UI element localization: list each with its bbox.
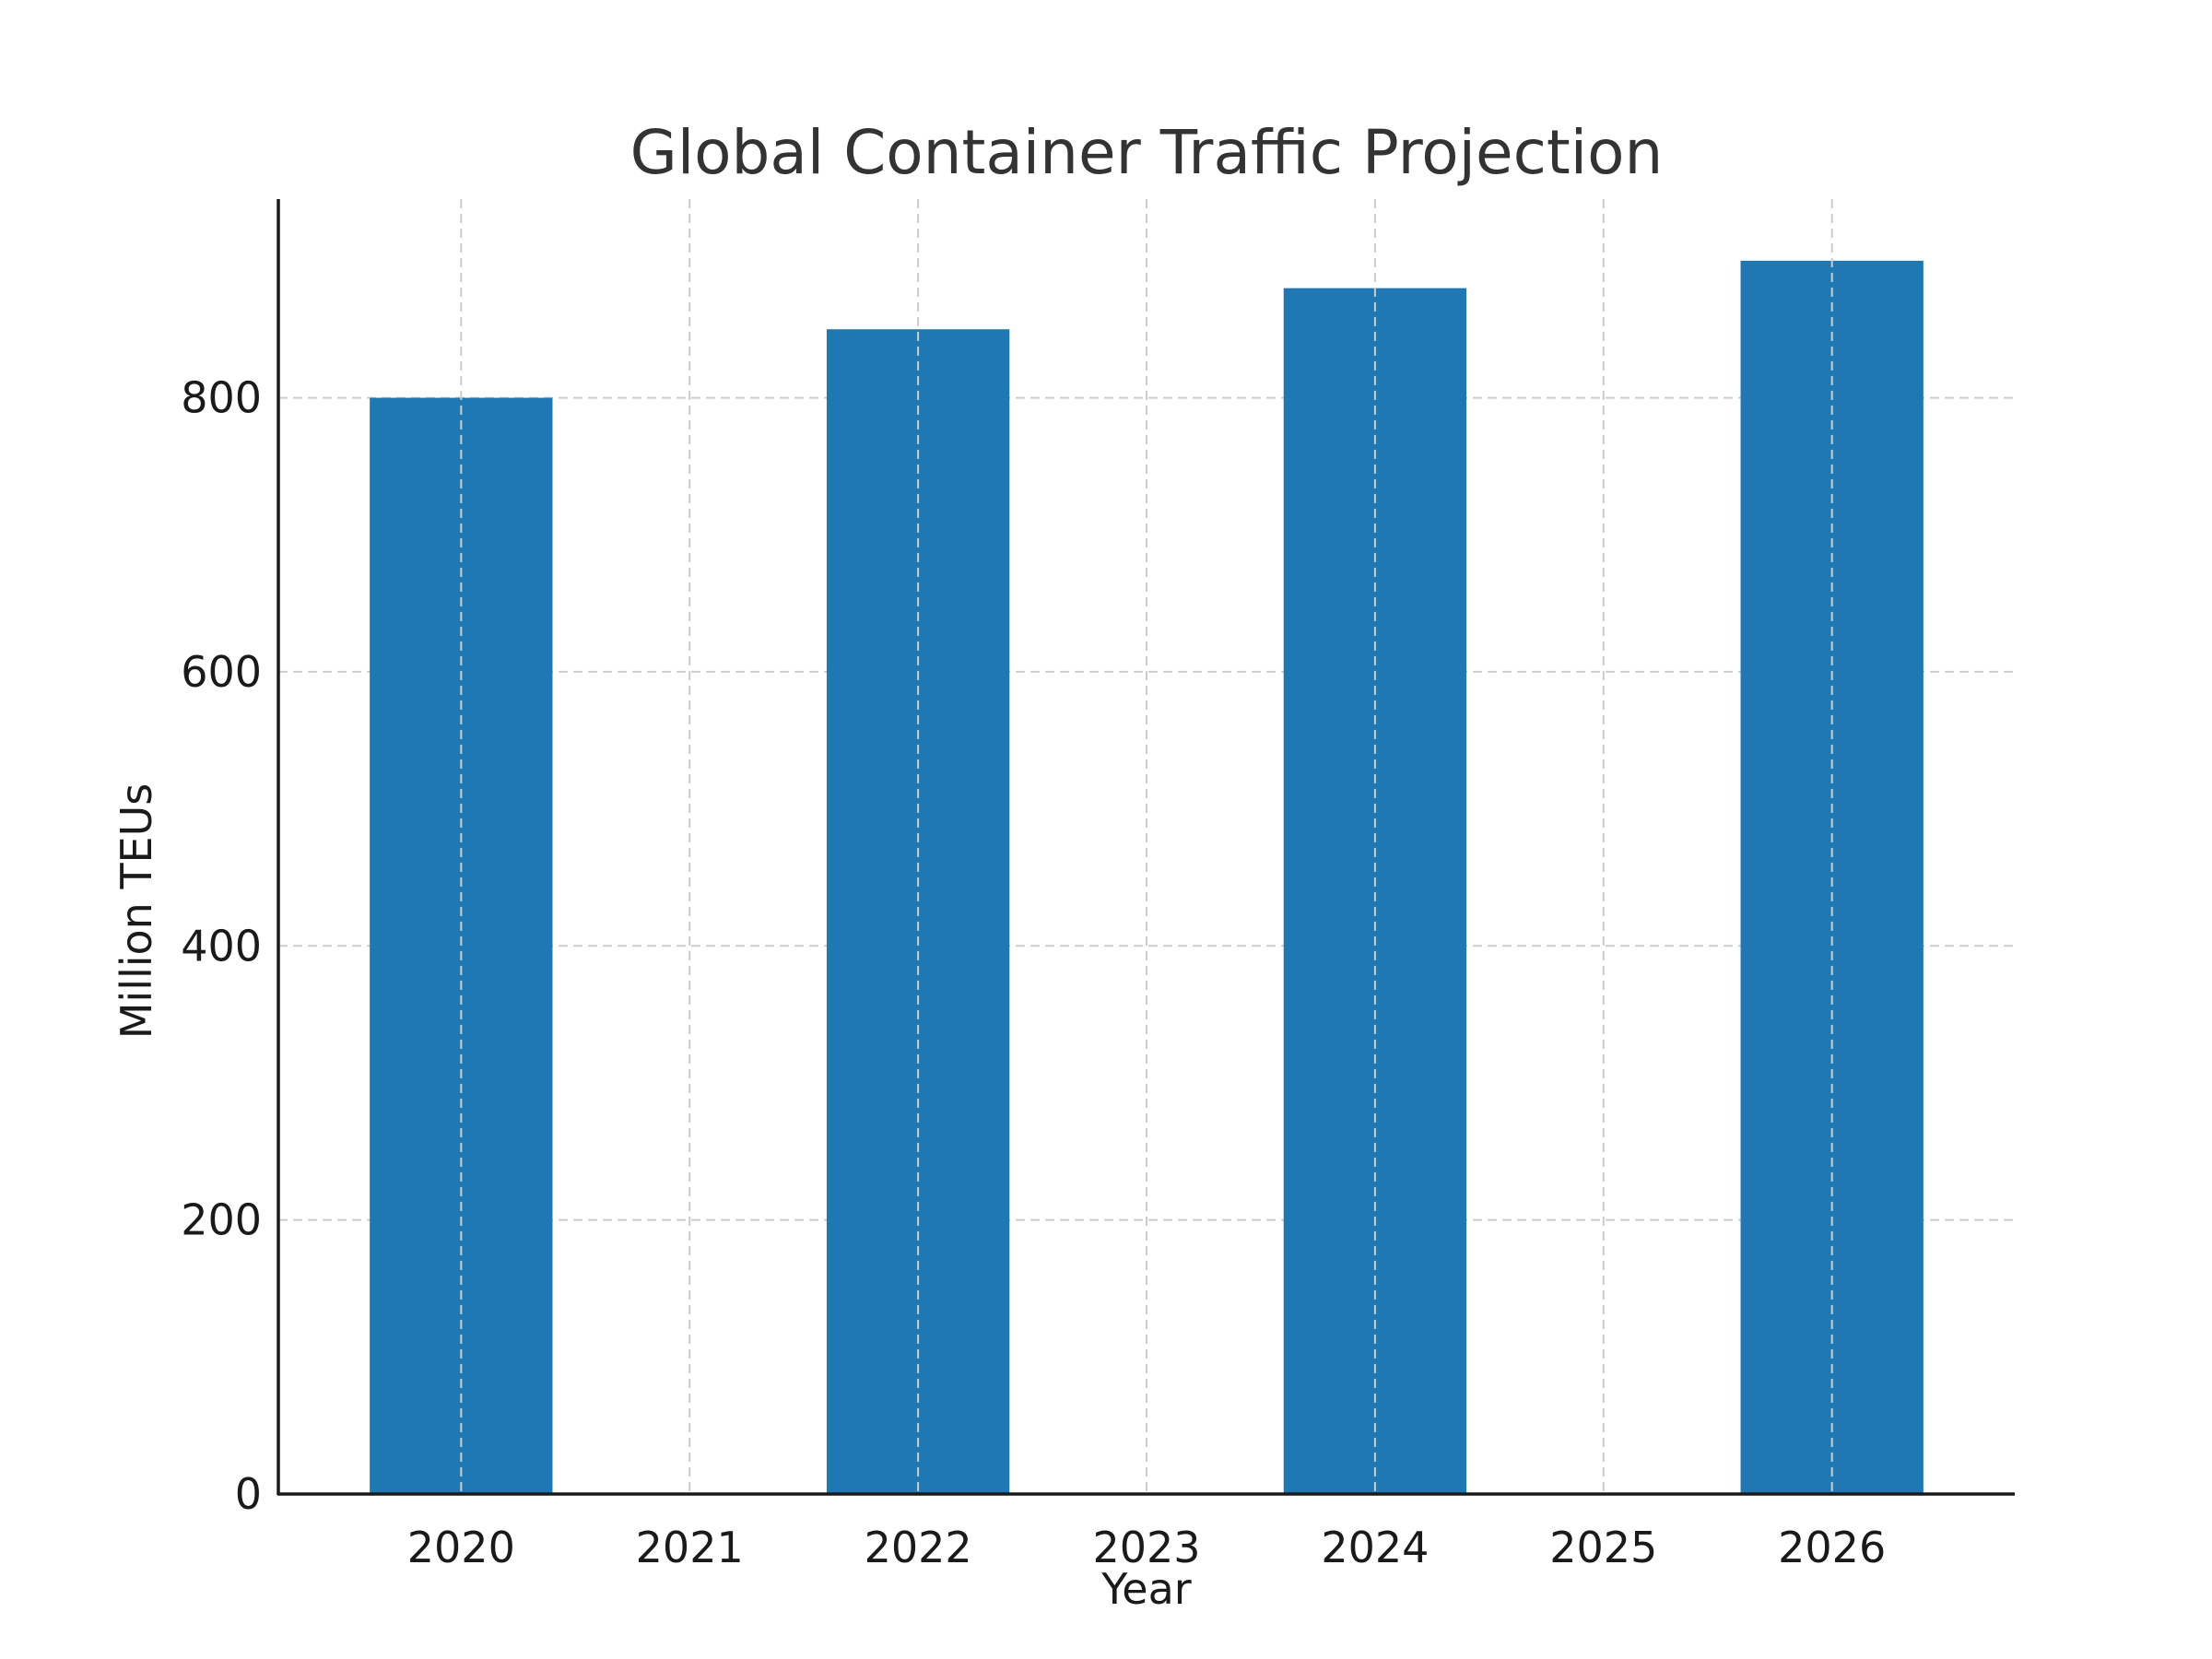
y-tick-label: 200	[181, 1195, 262, 1245]
x-tick-label: 2021	[636, 1523, 744, 1572]
y-tick-labels: 0 200 400 600 800	[181, 373, 262, 1519]
axes	[276, 199, 2015, 1496]
x-tick-label: 2022	[865, 1523, 972, 1572]
x-tick-label: 2026	[1778, 1523, 1886, 1572]
x-tick-label: 2023	[1092, 1523, 1200, 1572]
x-tick-labels: 2020 2021 2022 2023 2024 2025 2026	[407, 1523, 1886, 1572]
x-tick-label: 2025	[1549, 1523, 1657, 1572]
y-tick-label: 400	[181, 921, 262, 971]
grid	[278, 396, 2015, 1221]
y-axis-label: Million TEUs	[112, 783, 161, 1040]
x-axis-label: Year	[1100, 1564, 1191, 1614]
x-tick-label: 2024	[1321, 1523, 1429, 1572]
y-tick-label: 800	[181, 373, 262, 423]
y-tick-label: 600	[181, 647, 262, 697]
chart-title: Global Container Traffic Projection	[630, 117, 1664, 188]
grid-vertical	[460, 199, 1833, 1494]
y-tick-label: 0	[235, 1469, 262, 1519]
x-tick-label: 2020	[407, 1523, 515, 1572]
